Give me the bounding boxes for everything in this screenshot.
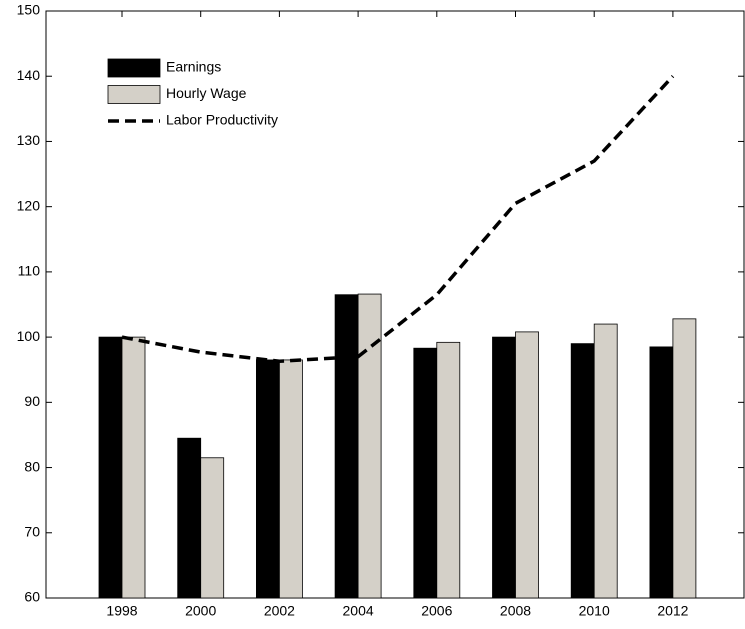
y-tick-label: 110	[18, 263, 41, 279]
line	[121, 75, 675, 363]
bar	[413, 347, 438, 599]
bar	[334, 294, 359, 599]
y-tick-label: 120	[17, 197, 41, 213]
legend-swatch	[107, 85, 161, 104]
y-tick-label: 140	[17, 67, 41, 83]
bar	[593, 323, 618, 599]
bar	[278, 359, 303, 599]
x-tick-label: 2008	[500, 603, 531, 619]
bar	[436, 341, 461, 599]
legend-label: Labor Productivity	[166, 112, 278, 128]
bar	[672, 318, 697, 599]
bar	[200, 457, 225, 599]
x-tick-label: 2002	[264, 603, 295, 619]
y-tick-label: 150	[17, 2, 41, 18]
x-tick-label: 2000	[185, 603, 216, 619]
y-tick-label: 100	[17, 328, 41, 344]
y-tick-label: 80	[24, 458, 40, 474]
legend-label: Hourly Wage	[166, 85, 247, 101]
x-tick-label: 2010	[579, 603, 610, 619]
legend-swatch	[107, 58, 161, 78]
bar	[121, 336, 146, 599]
y-tick-label: 60	[24, 589, 40, 605]
x-tick-label: 2006	[421, 603, 452, 619]
bar	[492, 336, 516, 599]
bar	[570, 343, 595, 599]
x-tick-label: 1998	[106, 603, 137, 619]
bar	[177, 437, 202, 599]
bar	[357, 293, 382, 599]
x-tick-label: 2012	[657, 603, 688, 619]
bar	[515, 331, 539, 599]
plot-frame	[45, 10, 745, 599]
y-tick-label: 130	[17, 132, 41, 148]
bar	[255, 359, 280, 599]
bar	[98, 336, 123, 599]
legend-label: Earnings	[166, 59, 221, 75]
bar	[649, 346, 674, 599]
y-tick-label: 90	[24, 393, 40, 409]
y-tick-label: 70	[24, 523, 40, 539]
x-tick-label: 2004	[343, 603, 374, 619]
